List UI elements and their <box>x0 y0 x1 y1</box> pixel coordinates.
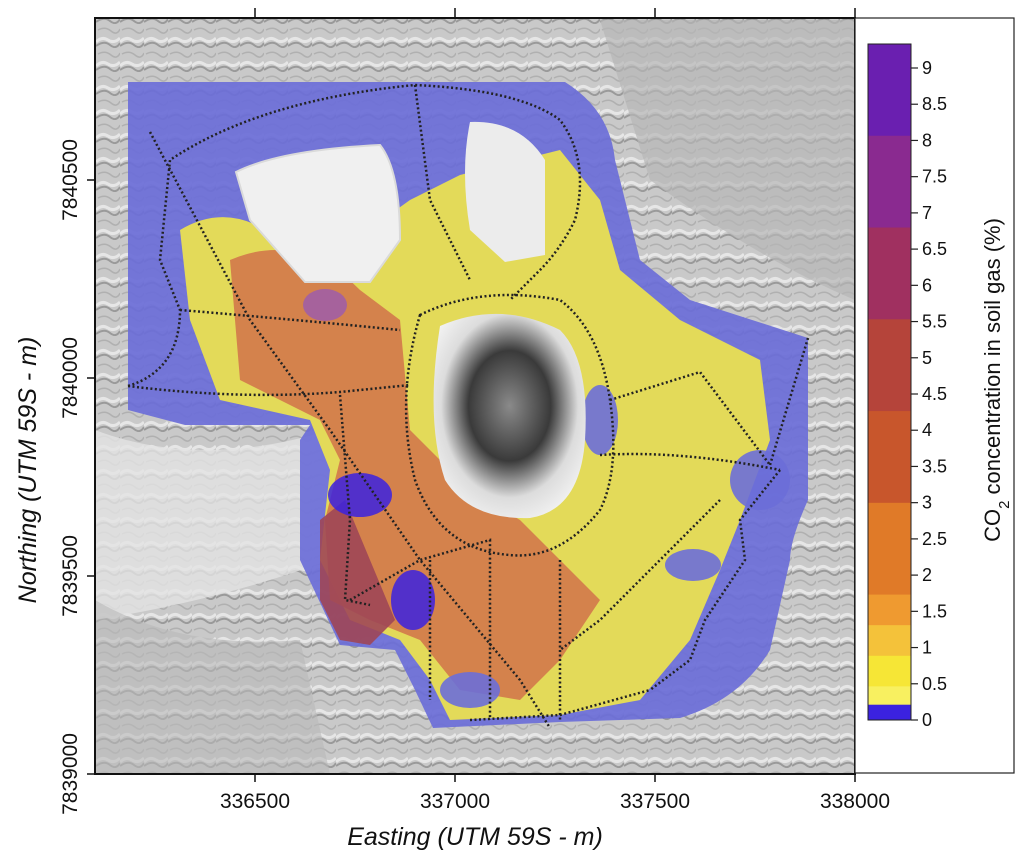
colorbar-band <box>868 655 911 687</box>
colorbar-tick-label: 1.5 <box>922 601 947 621</box>
x-axis-title: Easting (UTM 59S - m) <box>347 823 603 851</box>
colorbar-bands <box>868 44 911 721</box>
colorbar-tick-label: 0.5 <box>922 674 947 694</box>
colorbar-tick-label: 6.5 <box>922 239 947 259</box>
colorbar-tick-label: 3.5 <box>922 456 947 476</box>
y-tick-label: 7839500 <box>59 535 82 617</box>
colorbar-tick-label: 3 <box>922 493 932 513</box>
y-axis <box>87 179 95 775</box>
survey-tracks <box>127 83 810 729</box>
x-tick-label: 336500 <box>220 790 290 813</box>
colorbar-band <box>868 411 911 504</box>
colorbar-tick-label: 7 <box>922 203 932 223</box>
colorbar-title: CO2 concentration in soil gas (%) <box>980 218 1013 542</box>
colorbar-band <box>868 625 911 657</box>
colorbar-tick-label: 5 <box>922 348 932 368</box>
colorbar-band <box>868 686 911 706</box>
colorbar-frame <box>867 43 912 721</box>
colorbar-band <box>868 319 911 412</box>
colorbar-tick-label: 6 <box>922 275 932 295</box>
colorbar-tick-label: 5.5 <box>922 312 947 332</box>
colorbar-tick-label: 0 <box>922 710 932 730</box>
colorbar-tick-label: 4.5 <box>922 384 947 404</box>
colorbar-band <box>868 502 911 596</box>
colorbar-tick-label: 2 <box>922 565 932 585</box>
colorbar-tick-label: 7.5 <box>922 167 947 187</box>
y-tick-label: 7840000 <box>59 337 82 419</box>
x-tick-label: 337000 <box>420 790 490 813</box>
x-tick-label: 338000 <box>820 790 890 813</box>
colorbar-band <box>868 135 911 229</box>
y-tick-label: 7840500 <box>59 139 82 221</box>
colorbar-band <box>868 594 911 626</box>
colorbar-band <box>868 44 911 137</box>
colorbar-tick-label: 8.5 <box>922 94 947 114</box>
colorbar-band <box>868 704 911 721</box>
x-tick-label: 337500 <box>620 790 690 813</box>
colorbar-tick-label: 4 <box>922 420 932 440</box>
colorbar-tick-label: 8 <box>922 130 932 150</box>
colorbar-tick-label: 9 <box>922 58 932 78</box>
crater-area <box>433 313 586 519</box>
colorbar-tick-label: 1 <box>922 638 932 658</box>
y-tick-label: 7839000 <box>59 733 82 815</box>
x-axis <box>254 8 856 782</box>
colorbar-tick-label: 2.5 <box>922 529 947 549</box>
colorbar-band <box>868 227 911 320</box>
y-axis-title: Northing (UTM 59S - m) <box>14 337 42 604</box>
colorbar-tick-labels: 9 8.5 8 7.5 7 6.5 6 5.5 5 4.5 4 3.5 3 2.5 2 1.5 1 0.5 0 <box>911 58 947 730</box>
colorbar-legend: 9 8.5 8 7.5 7 6.5 6 5.5 5 4.5 4 3.5 3 2.5 2 1.5 1 0.5 0 CO… <box>854 17 1015 774</box>
